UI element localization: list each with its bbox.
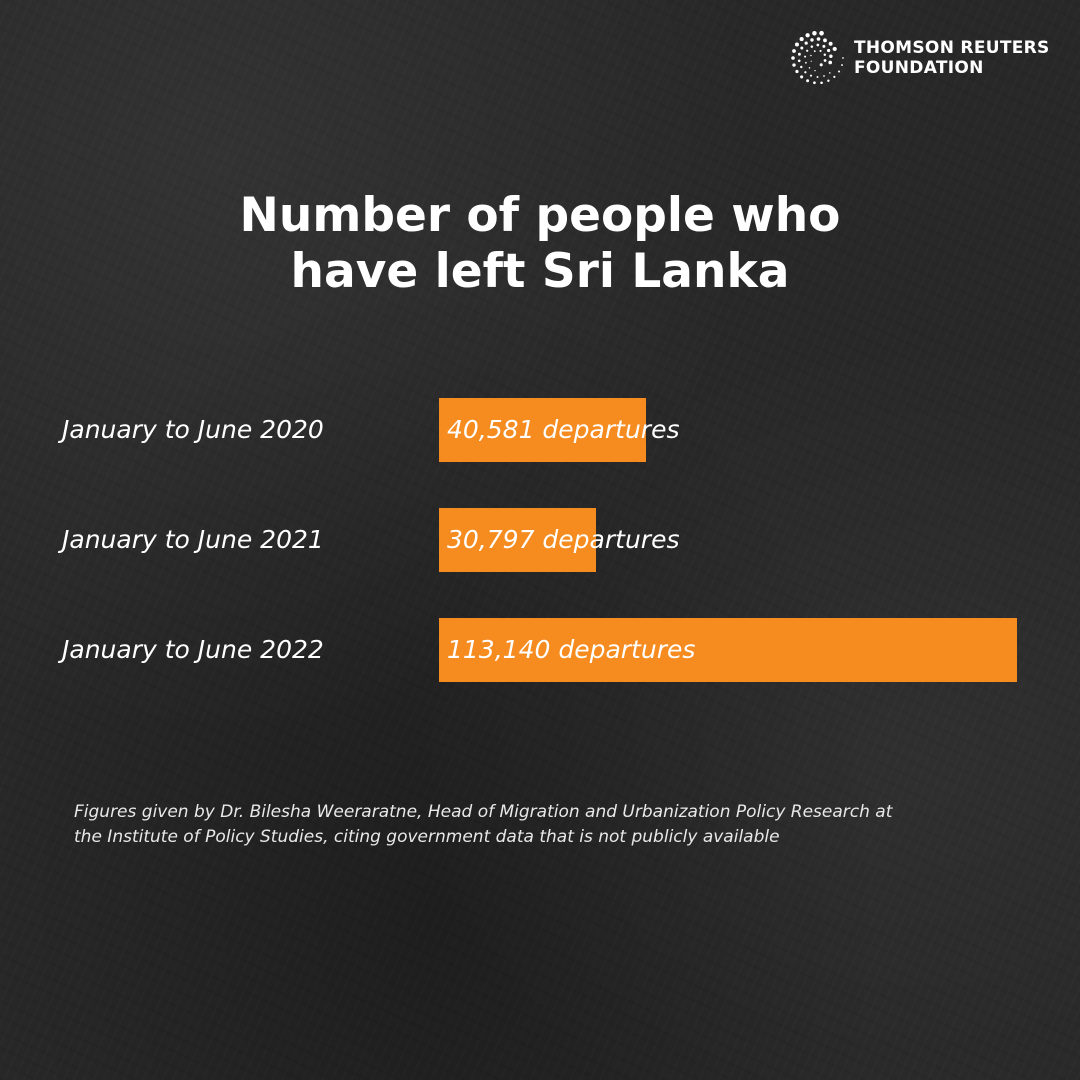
bar	[439, 398, 646, 462]
logo-dot	[823, 75, 825, 77]
logo-dot	[804, 41, 808, 45]
source-note: Figures given by Dr. Bilesha Weeraratne,…	[74, 800, 1034, 850]
logo-dot	[833, 75, 836, 78]
bar	[439, 508, 596, 572]
logo-dot	[823, 38, 827, 43]
logo-dot	[800, 46, 804, 50]
source-note-line-2: the Institute of Policy Studies, citing …	[74, 827, 780, 847]
logo-dot	[816, 37, 821, 41]
logo-dot	[828, 41, 833, 46]
chart-title-line-2: have left Sri Lanka	[290, 244, 790, 299]
logo-dot	[827, 48, 831, 53]
chart-title-line-1: Number of people who	[239, 188, 841, 243]
logo-dot	[800, 75, 804, 79]
logo-dot	[808, 67, 811, 69]
logo-dot	[804, 55, 807, 58]
logo-dot	[804, 71, 807, 74]
logo-dot	[800, 65, 803, 69]
logo-dot	[823, 53, 827, 57]
logo-dot	[799, 37, 804, 42]
logo-dot	[810, 54, 812, 57]
bar-value-label: 40,581 departures	[447, 415, 680, 444]
logo-dot	[816, 43, 820, 47]
logo-dot	[814, 69, 816, 72]
logo-dot	[809, 74, 813, 77]
logo-dot	[842, 57, 844, 59]
brand-name: THOMSON REUTERS FOUNDATION	[854, 38, 1050, 78]
logo-dot	[819, 49, 822, 53]
category-label: January to June 2020	[62, 415, 324, 444]
brand-name-line-1: THOMSON REUTERS	[854, 38, 1050, 58]
bar-value-label: 30,797 departures	[447, 525, 680, 554]
departures-bar-chart: January to June 2020 40,581 departures Jan…	[0, 398, 1080, 688]
logo-dot	[812, 31, 817, 36]
logo-dot	[829, 72, 831, 74]
category-label: January to June 2022	[62, 635, 324, 664]
thomson-reuters-dot-swirl-icon	[791, 30, 844, 85]
logo-dot	[804, 61, 807, 64]
logo-dot	[829, 54, 833, 58]
logo-dot	[813, 81, 816, 85]
logo-dot	[820, 81, 823, 85]
logo-dot	[792, 63, 796, 67]
logo-dot	[813, 50, 816, 53]
logo-dot	[822, 44, 826, 48]
logo-dot	[806, 79, 810, 83]
logo-dot	[810, 45, 814, 48]
logo-dot	[797, 59, 801, 63]
logo-dot	[823, 59, 827, 62]
logo-dot	[810, 38, 814, 42]
logo-dot	[838, 70, 841, 73]
chart-title: Number of people who have left Sri Lanka	[0, 188, 1080, 300]
logo-dot	[794, 42, 799, 47]
logo-dot	[841, 64, 843, 66]
logo-dot	[795, 69, 799, 74]
logo-dot	[791, 56, 795, 60]
logo-dot	[805, 33, 810, 38]
brand-logo: THOMSON REUTERS FOUNDATION	[790, 30, 1050, 86]
bar-row: January to June 2022 113,140 departures	[0, 618, 1080, 682]
bar	[439, 618, 1017, 682]
category-label: January to June 2021	[62, 525, 324, 554]
bar-row: January to June 2021 30,797 departures	[0, 508, 1080, 572]
logo-dot	[819, 63, 823, 67]
logo-dot	[792, 49, 796, 53]
logo-dot	[816, 76, 819, 78]
logo-dot	[828, 60, 833, 65]
logo-dot	[819, 30, 824, 36]
logo-dot	[827, 79, 830, 82]
logo-dot	[797, 52, 801, 56]
brand-name-line-2: FOUNDATION	[854, 58, 984, 78]
bar-row: January to June 2020 40,581 departures	[0, 398, 1080, 462]
logo-dot	[810, 60, 812, 62]
logo-dot	[806, 49, 809, 52]
source-note-line-1: Figures given by Dr. Bilesha Weeraratne,…	[74, 802, 893, 822]
logo-dot	[832, 46, 837, 52]
bar-value-label: 113,140 departures	[447, 635, 696, 664]
